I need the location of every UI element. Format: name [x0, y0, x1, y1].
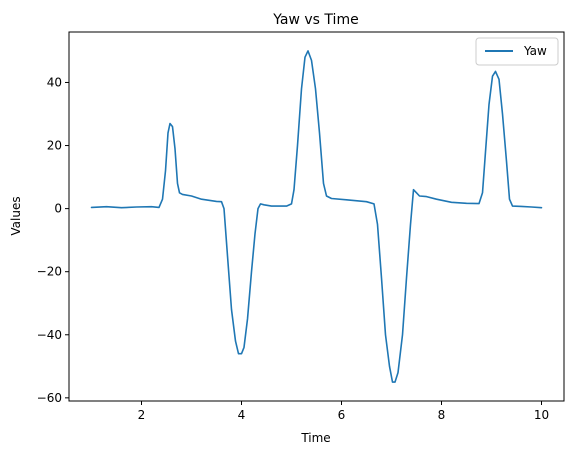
y-tick-label: 40 [47, 75, 62, 89]
x-tick-label: 10 [534, 408, 549, 422]
x-tick-label: 4 [238, 408, 246, 422]
legend: Yaw [475, 37, 559, 66]
series-layer [90, 50, 543, 383]
y-tick-label: −60 [37, 391, 62, 405]
y-tick-label: −20 [37, 265, 62, 279]
x-axis-label: Time [300, 431, 330, 445]
x-tick-label: 6 [338, 408, 346, 422]
legend-box [475, 37, 559, 66]
x-tick-label: 2 [138, 408, 146, 422]
y-axis-label: Values [9, 196, 23, 235]
series-line-yaw [90, 50, 543, 383]
y-axis: −60 −40 −20 0 20 40 [37, 75, 69, 405]
x-axis: 2 4 6 8 10 [138, 401, 549, 422]
y-tick-label: 0 [54, 202, 62, 216]
x-tick-label: 8 [438, 408, 446, 422]
legend-label-yaw: Yaw [523, 44, 547, 58]
chart-title: Yaw vs Time [272, 12, 358, 28]
y-tick-label: 20 [47, 139, 62, 153]
plot-frame [68, 31, 565, 402]
y-tick-label: −40 [37, 328, 62, 342]
